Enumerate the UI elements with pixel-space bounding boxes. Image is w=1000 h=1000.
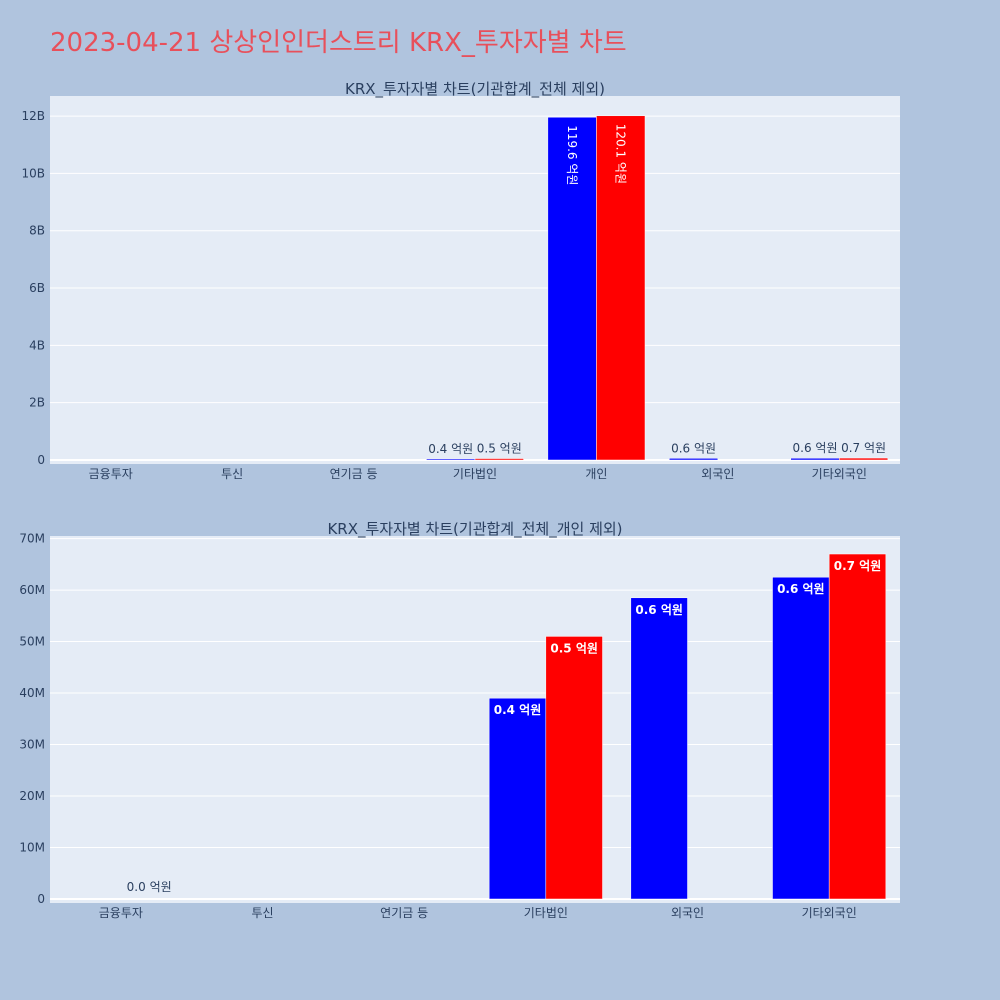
data-label: 0.6 억원 [671, 441, 716, 455]
data-label: 0.6 억원 [793, 441, 838, 455]
y-tick-label: 12B [21, 109, 45, 123]
data-label: 0.6 억원 [635, 603, 683, 617]
x-tick-label: 금융투자 [99, 906, 143, 920]
x-tick-label: 투신 [251, 906, 273, 920]
bar [669, 458, 719, 461]
page-title: 2023-04-21 상상인인더스트리 KRX_투자자별 차트 [50, 28, 627, 58]
y-tick-label: 8B [29, 224, 45, 238]
y-tick-label: 6B [29, 281, 45, 295]
y-tick-label: 30M [19, 738, 45, 752]
y-tick-label: 10M [19, 841, 45, 855]
bar [828, 553, 887, 900]
bar [426, 458, 476, 461]
data-label: 0.7 억원 [834, 559, 882, 573]
data-label: 119.6 억원 [565, 125, 579, 185]
y-tick-label: 0 [37, 892, 45, 906]
chart-1: 0 2B 4B 6B 8B 10B 12B KRX_투자자별 차트(기관합계_전체 제외) 금융… [21, 80, 900, 481]
y-tick-label: 70M [19, 532, 45, 546]
bar [547, 116, 597, 461]
data-label: 0.5 억원 [477, 442, 522, 456]
data-label: 0.4 억원 [494, 703, 542, 717]
bar [630, 597, 688, 900]
data-label: 0.5 억원 [550, 641, 598, 655]
y-tick-label: 50M [19, 635, 45, 649]
x-tick-label: 외국인 [701, 467, 734, 481]
data-label: 0.4 억원 [428, 442, 473, 456]
bar [772, 576, 830, 900]
bar [545, 636, 603, 900]
data-label: 120.1 억원 [614, 124, 628, 184]
x-tick-label: 외국인 [671, 906, 704, 920]
y-tick-label: 4B [29, 338, 45, 352]
x-tick-label: 개인 [585, 467, 607, 481]
y-tick-label: 10B [21, 166, 45, 180]
bar [596, 115, 646, 461]
plot-area [50, 96, 900, 464]
chart-title: KRX_투자자별 차트(기관합계_전체 제외) [345, 80, 605, 99]
y-tick-label: 2B [29, 396, 45, 410]
x-tick-label: 기타외국인 [812, 467, 867, 481]
bar [790, 457, 840, 461]
y-tick-label: 40M [19, 686, 45, 700]
x-tick-label: 연기금 등 [380, 906, 428, 920]
x-tick-label: 기타법인 [453, 467, 497, 481]
plot-area [50, 536, 900, 903]
x-tick-label: 기타외국인 [802, 906, 857, 920]
y-tick-label: 20M [19, 789, 45, 803]
y-tick-label: 60M [19, 583, 45, 597]
data-label: 0.7 억원 [841, 441, 886, 455]
bar [488, 697, 547, 900]
data-label: 0.6 억원 [777, 582, 825, 596]
y-tick-label: 0 [37, 453, 45, 467]
x-tick-label: 투신 [221, 467, 243, 481]
x-tick-label: 금융투자 [89, 467, 133, 481]
bar [474, 458, 524, 461]
chart-2: 0 10M 20M 30M 40M 50M 60M 70M KRX_투자자별 차트(기관합계_전… [19, 520, 900, 920]
bar [839, 457, 889, 461]
x-tick-label: 기타법인 [524, 906, 568, 920]
data-label: 0.0 억원 [127, 880, 172, 894]
x-tick-label: 연기금 등 [330, 467, 378, 481]
chart-title: KRX_투자자별 차트(기관합계_전체_개인 제외) [327, 520, 622, 539]
